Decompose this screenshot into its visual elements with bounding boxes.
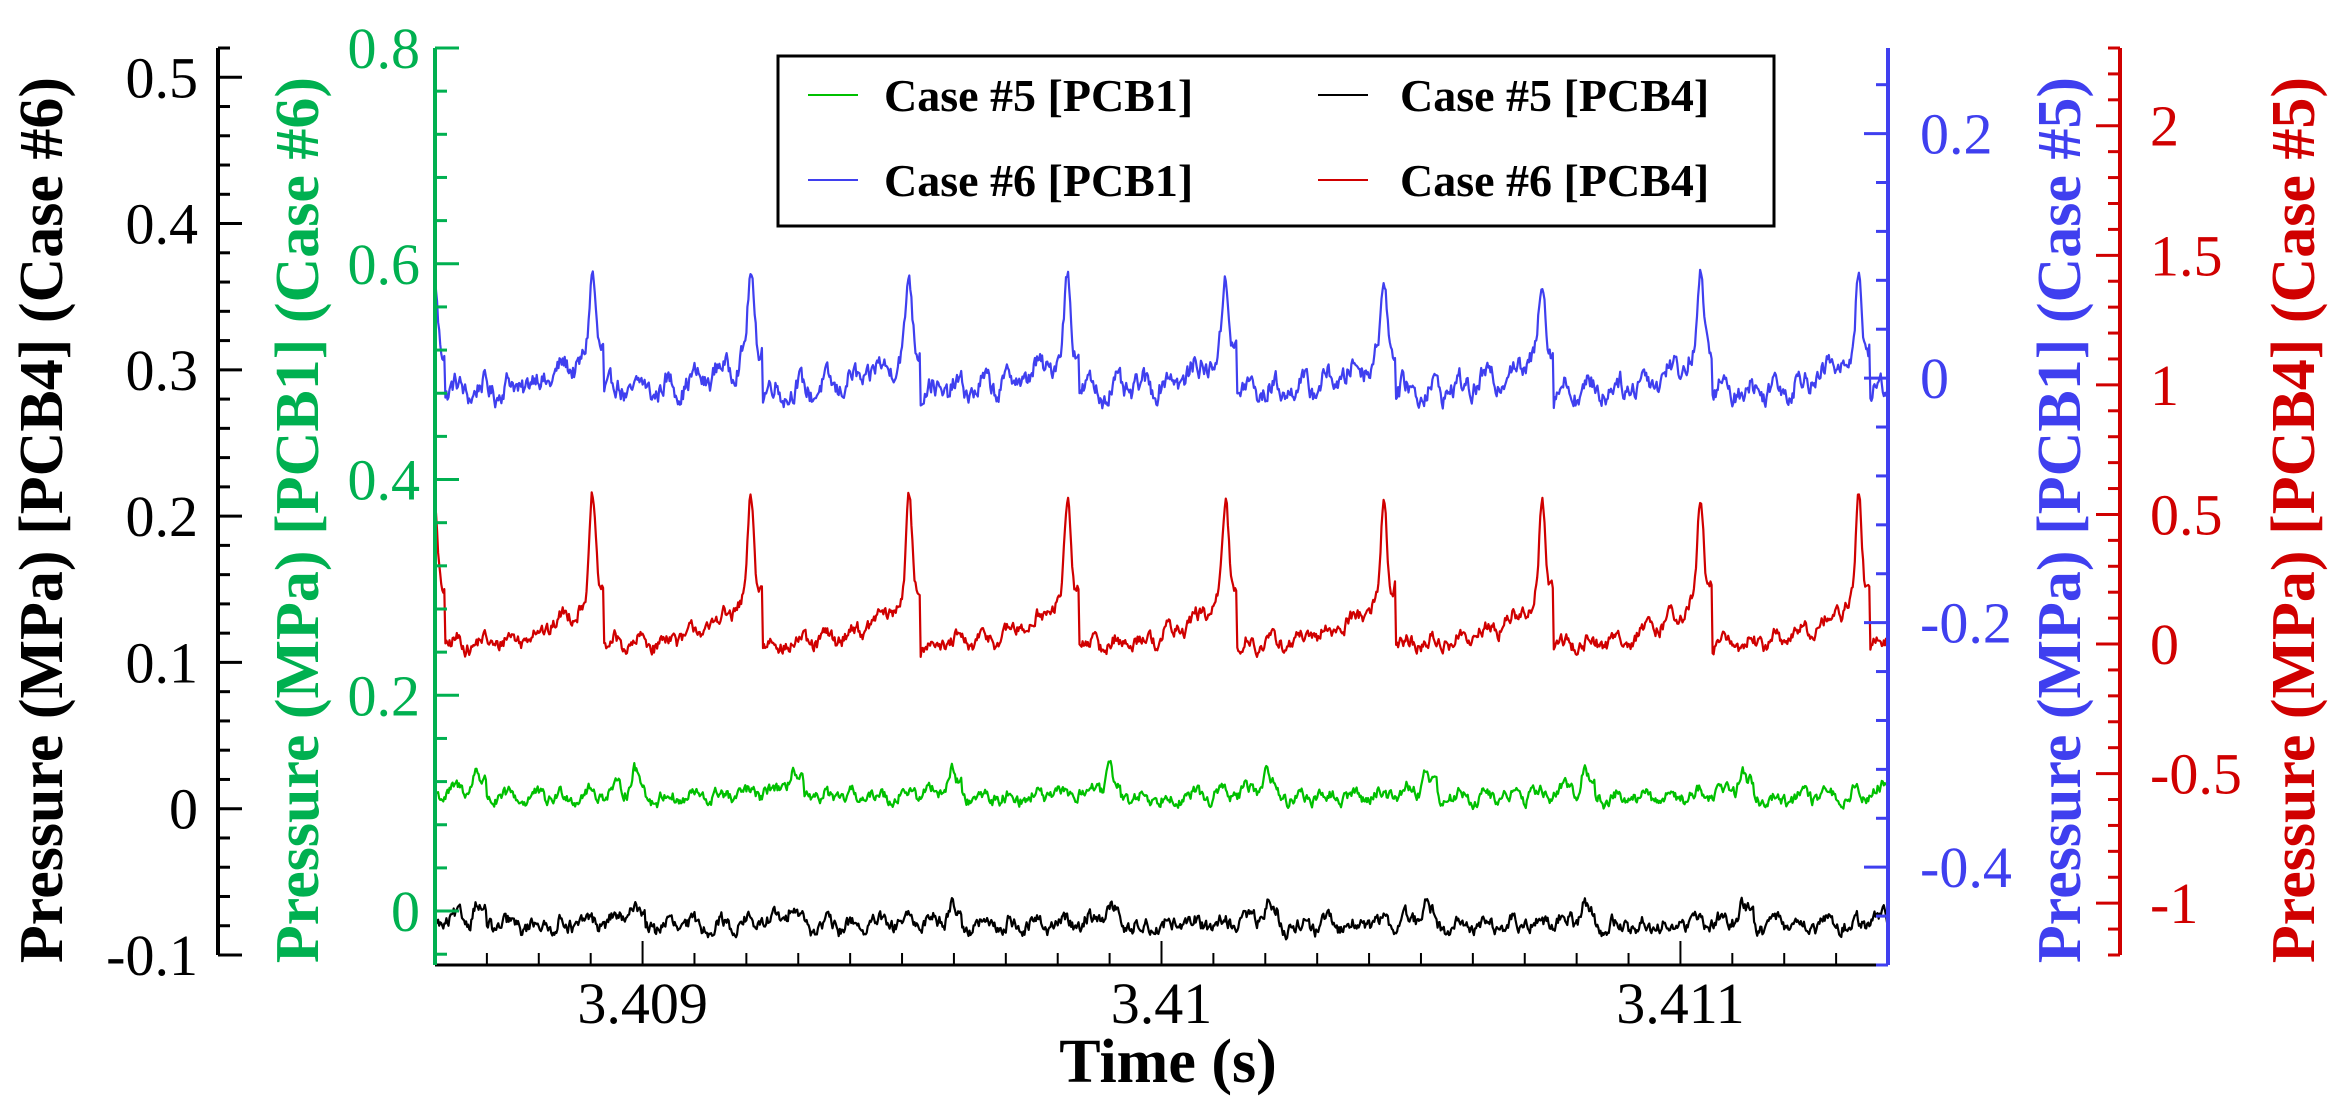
- series-case-5-pcb4-: [433, 896, 1890, 941]
- black-axis-title: Pressure (MPa) [PCB4] (Case #6): [8, 77, 76, 963]
- red-tick-label: 2: [2150, 94, 2179, 159]
- green-tick-label: 0.2: [348, 663, 421, 728]
- series-case-6-pcb4-: [433, 491, 1890, 659]
- black-tick-label: 0.3: [126, 338, 199, 403]
- x-tick-label: 3.411: [1616, 971, 1744, 1036]
- red-tick-label: 1.5: [2150, 223, 2223, 288]
- red-tick-label: 1: [2150, 353, 2179, 418]
- black-tick-label: 0: [169, 777, 198, 842]
- blue-tick-label: 0.2: [1920, 102, 1993, 167]
- series-case-5-pcb1-: [434, 759, 1890, 811]
- red-tick-label: -0.5: [2150, 742, 2242, 807]
- black-tick-label: -0.1: [106, 923, 198, 988]
- legend-label-case5-pcb4: Case #5 [PCB4]: [1400, 70, 1709, 121]
- black-tick-label: 0.5: [126, 45, 199, 110]
- blue-tick-label: -0.2: [1920, 591, 2012, 656]
- green-tick-label: 0.4: [348, 448, 421, 513]
- blue-tick-label: 0: [1920, 346, 1949, 411]
- legend-label-case5-pcb1: Case #5 [PCB1]: [884, 70, 1193, 121]
- legend-label-case6-pcb4: Case #6 [PCB4]: [1400, 155, 1709, 206]
- red-tick-label: 0: [2150, 612, 2179, 677]
- legend: Case #5 [PCB1] Case #5 [PCB4] Case #6 [P…: [776, 54, 1776, 228]
- green-tick-label: 0.6: [348, 232, 421, 297]
- legend-box: [776, 54, 1776, 228]
- blue-tick-label: -0.4: [1920, 835, 2012, 900]
- red-axis-title: Pressure (MPa) [PCB4] (Case #5): [2260, 77, 2328, 963]
- green-tick-label: 0.8: [348, 16, 421, 81]
- series-layer: [433, 268, 1890, 941]
- green-tick-label: 0: [391, 879, 420, 944]
- black-tick-label: 0.4: [126, 192, 199, 257]
- green-axis-title: Pressure (MPa) [PCB1] (Case #6): [264, 77, 332, 963]
- black-tick-label: 0.2: [126, 484, 199, 549]
- legend-label-case6-pcb1: Case #6 [PCB1]: [884, 155, 1193, 206]
- black-tick-label: 0.1: [126, 630, 199, 695]
- series-case-6-pcb1-: [433, 268, 1890, 410]
- x-axis-title: Time (s): [1059, 1028, 1277, 1096]
- red-tick-label: 0.5: [2150, 482, 2223, 547]
- blue-axis-title: Pressure (MPa) [PCB1] (Case #5): [2026, 77, 2094, 963]
- x-tick-label: 3.409: [577, 971, 708, 1036]
- x-tick-label: 3.41: [1111, 971, 1213, 1036]
- axis-layer: 3.409 3.41 3.411 -0.1 0 0.1 0.2 0.3 0.4 0.5 0 0.2 0.…: [106, 16, 2242, 1036]
- red-tick-label: -1: [2150, 871, 2198, 936]
